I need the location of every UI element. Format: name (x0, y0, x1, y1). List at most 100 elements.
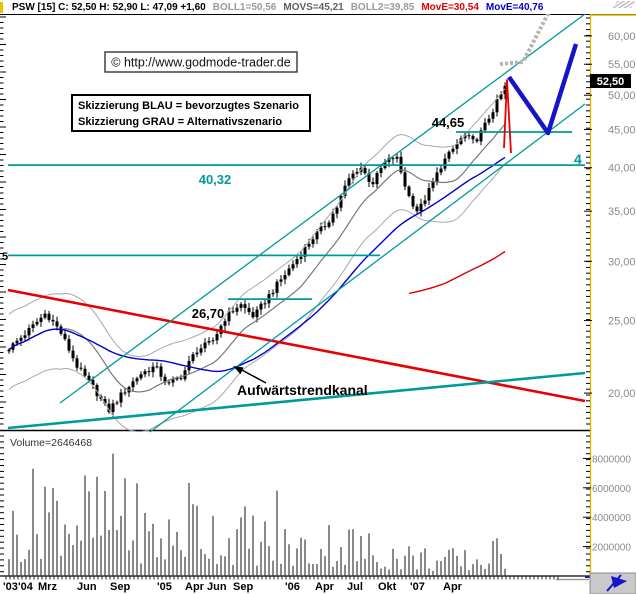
candle-body (487, 118, 491, 123)
candle-body (271, 292, 275, 295)
candle-body (391, 158, 395, 160)
candle-body (459, 138, 463, 144)
candle-body (499, 94, 503, 100)
volume-axis-label: 4000000 (592, 513, 631, 524)
move-blue-curve (8, 156, 506, 373)
candle-body (71, 350, 75, 359)
candle-body (311, 239, 315, 244)
candle-body (179, 378, 183, 380)
candle-body (323, 226, 327, 228)
topbar-segment-0: PSW [15] C: 52,50 H: 52,90 L: 47,09 +1,6… (12, 1, 206, 13)
candle-body (79, 367, 83, 369)
candle-body (19, 337, 23, 341)
candle-body (235, 307, 239, 312)
candle-body (259, 303, 263, 310)
price-axis-label: 20,00 (608, 388, 636, 400)
chart-canvas[interactable]: 60,00 55,00 50,00 45,00 40,00 35,00 30,00 25,00… (0, 14, 636, 594)
candle-body (227, 311, 231, 322)
candle-body (67, 339, 71, 351)
blue-preferred-scenario (507, 43, 579, 136)
candle-body (91, 379, 95, 386)
candle-body (47, 313, 51, 320)
volume-plot-area[interactable] (8, 453, 506, 576)
candle-body (423, 200, 427, 204)
candle-body (415, 206, 419, 212)
candle-body (231, 311, 235, 313)
movs-curve (8, 123, 506, 393)
bollinger-upper-band (8, 88, 506, 358)
candle-body (167, 382, 171, 384)
time-axis-label: Apr (443, 581, 463, 593)
price-axis-label: 60,00 (608, 31, 636, 43)
topbar-segment-3: BOLL2=39,85 (350, 1, 415, 13)
candle-body (111, 403, 115, 413)
candle-body (199, 348, 203, 353)
candle-body (83, 368, 87, 376)
candle-body (327, 222, 331, 227)
candle-body (139, 374, 143, 379)
time-axis-label: Apr (315, 581, 335, 593)
candle-body (291, 264, 295, 269)
candle-body (287, 268, 291, 276)
candle-body (483, 122, 487, 131)
topbar-segment-4: MovE=30,54 (421, 1, 479, 13)
candle-body (131, 381, 135, 388)
candle-body (23, 335, 27, 338)
price-axis-label: 35,00 (608, 206, 636, 218)
time-axis-label: '05 (157, 581, 172, 593)
move-red-curve (408, 250, 506, 295)
candle-body (183, 370, 187, 380)
candle-body (331, 213, 335, 223)
time-axis-label: Sep (110, 581, 130, 593)
candle-body (403, 172, 407, 187)
candle-body (155, 366, 159, 368)
candle-body (387, 158, 391, 162)
candle-body (195, 352, 199, 355)
price-plot-area[interactable] (7, 82, 507, 433)
candle-body (115, 402, 119, 404)
candle-body (143, 371, 147, 375)
candle-body (351, 173, 355, 179)
time-axis-label: '04 (18, 581, 34, 593)
candle-body (223, 321, 227, 326)
time-axis-label: Okt (378, 581, 397, 593)
candle-body (159, 366, 163, 377)
price-axis-label: 50,00 (608, 90, 636, 102)
flag-icon (611, 576, 627, 588)
candle-body (427, 188, 431, 201)
time-axis-label: Sep (233, 581, 253, 593)
candle-body (107, 403, 111, 413)
candle-body (447, 151, 451, 159)
candle-body (123, 392, 127, 394)
indicator-topbar: PSW [15] C: 52,50 H: 52,90 L: 47,09 +1,6… (0, 0, 636, 15)
level-label-5: 5 (2, 251, 8, 263)
candle-body (27, 328, 31, 336)
time-axis-label: '06 (285, 581, 300, 593)
candle-body (479, 130, 483, 142)
candle-body (243, 304, 247, 308)
candle-body (59, 326, 63, 334)
trendline-1 (7, 371, 586, 430)
time-axis-label: Jun (207, 581, 227, 593)
scenario-legend-box: Skizzierung BLAU = bevorzugtes Szenario … (71, 94, 311, 132)
gray-sketch-artifact (612, 1, 636, 8)
topbar-segment-5: MovE=40,76 (485, 1, 544, 13)
price-axis-label: 40,00 (608, 163, 636, 175)
candle-body (395, 156, 399, 159)
candle-body (31, 324, 35, 329)
candle-body (303, 246, 307, 257)
candle-body (39, 317, 43, 322)
candle-body (307, 243, 311, 247)
trendline-2 (59, 14, 586, 404)
time-axis-label: Mrz (38, 581, 57, 593)
candle-body (247, 307, 251, 313)
candle-body (239, 304, 243, 308)
candle-body (367, 173, 371, 182)
candle-body (463, 135, 467, 139)
candle-body (187, 361, 191, 371)
candle-body (339, 195, 343, 208)
price-axis-label: 25,00 (608, 316, 636, 328)
candle-body (119, 392, 123, 403)
candle-body (491, 112, 495, 119)
candle-body (163, 376, 167, 383)
